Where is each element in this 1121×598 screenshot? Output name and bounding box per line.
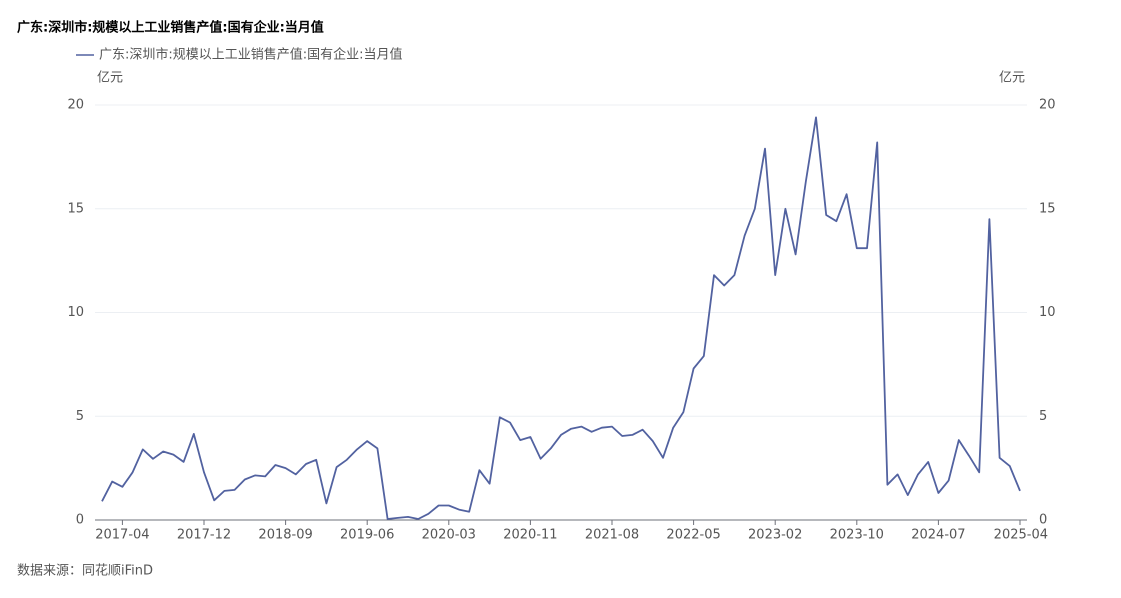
x-tick-label: 2021-08 [585,528,639,543]
x-tick-label: 2022-05 [666,528,720,543]
x-tick-label: 2017-12 [177,528,231,543]
y2-tick-label: 20 [1039,98,1056,113]
y-tick-label: 15 [67,201,84,216]
y-axis-unit: 亿元 [97,71,123,86]
source-note: 数据来源：同花顺iFinD [17,563,153,579]
x-tick-label: 2020-11 [503,528,557,543]
y-tick-label: 20 [67,98,84,113]
x-tick-label: 2023-02 [748,528,802,543]
legend-label[interactable]: 广东:深圳市:规模以上工业销售产值:国有企业:当月值 [99,47,403,63]
x-tick-label: 2023-10 [830,528,884,543]
y-tick-label: 10 [67,305,84,320]
y2-tick-label: 5 [1039,409,1047,424]
x-tick-label: 2018-09 [258,528,312,543]
y-tick-label: 0 [76,513,84,528]
y2-tick-label: 10 [1039,305,1056,320]
line-series [101,116,1021,520]
x-tick-label: 2024-07 [911,528,965,543]
x-tick-label: 2017-04 [95,528,149,543]
y2-axis-unit: 亿元 [999,71,1025,86]
chart-title: 广东:深圳市:规模以上工业销售产值:国有企业:当月值 [17,20,324,36]
x-tick-label: 2020-03 [422,528,476,543]
y2-tick-label: 15 [1039,201,1056,216]
y2-tick-label: 0 [1039,513,1047,528]
y-tick-label: 5 [76,409,84,424]
x-tick-label: 2019-06 [340,528,394,543]
x-tick-label: 2025-04 [994,528,1048,543]
